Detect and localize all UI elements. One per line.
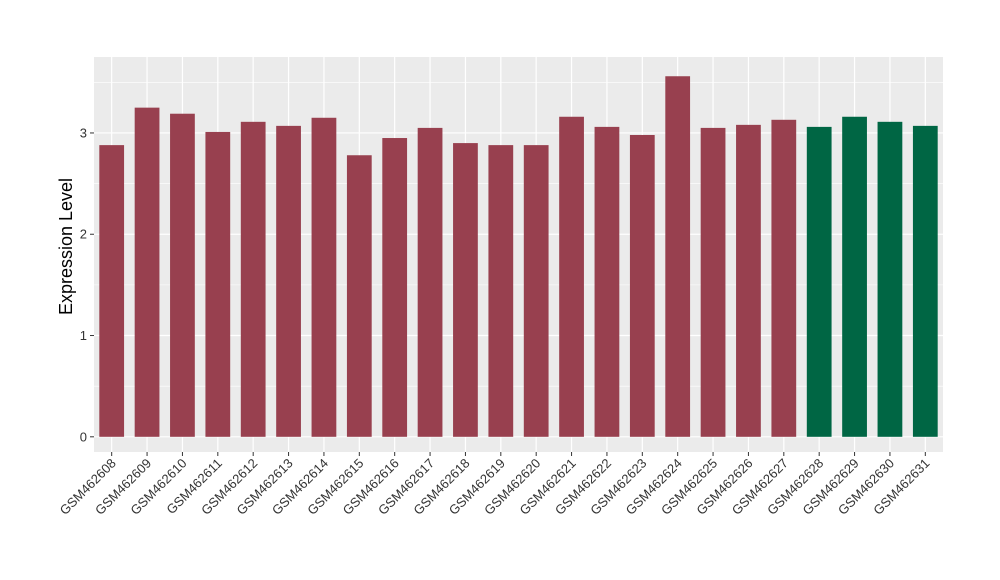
y-axis: 0 1 2 3 bbox=[80, 125, 94, 444]
bar-GSM462609 bbox=[134, 107, 160, 437]
bar-GSM462629 bbox=[842, 116, 867, 437]
bar-GSM462630 bbox=[877, 121, 903, 437]
bar-GSM462623 bbox=[629, 134, 655, 437]
bar-GSM462612 bbox=[240, 121, 266, 437]
bar-GSM462615 bbox=[346, 155, 372, 437]
bar-GSM462626 bbox=[736, 124, 761, 437]
y-axis-title: Expression Level bbox=[56, 178, 76, 315]
bar-GSM462621 bbox=[559, 116, 584, 437]
y-tick-label: 1 bbox=[80, 328, 87, 343]
bars bbox=[99, 76, 938, 437]
bar-GSM462614 bbox=[311, 117, 337, 437]
y-tick-label: 0 bbox=[80, 429, 87, 444]
bar-GSM462610 bbox=[170, 113, 195, 437]
bar-GSM462617 bbox=[417, 127, 443, 437]
bar-GSM462620 bbox=[523, 145, 549, 437]
bar-GSM462619 bbox=[488, 145, 514, 437]
bar-GSM462618 bbox=[453, 143, 478, 437]
bar-GSM462631 bbox=[912, 125, 938, 437]
bar-GSM462622 bbox=[594, 126, 620, 437]
x-axis: GSM462608GSM462609GSM462610GSM462611GSM4… bbox=[57, 452, 932, 518]
y-tick-label: 2 bbox=[80, 227, 87, 242]
bar-GSM462625 bbox=[700, 127, 726, 437]
y-tick-label: 3 bbox=[80, 125, 87, 140]
bar-GSM462624 bbox=[665, 76, 691, 437]
bar-GSM462613 bbox=[276, 125, 301, 437]
bar-GSM462608 bbox=[99, 145, 125, 437]
bar-GSM462628 bbox=[806, 126, 832, 437]
bar-GSM462616 bbox=[382, 138, 408, 437]
bar-GSM462611 bbox=[205, 131, 231, 437]
bar-GSM462627 bbox=[771, 119, 797, 437]
